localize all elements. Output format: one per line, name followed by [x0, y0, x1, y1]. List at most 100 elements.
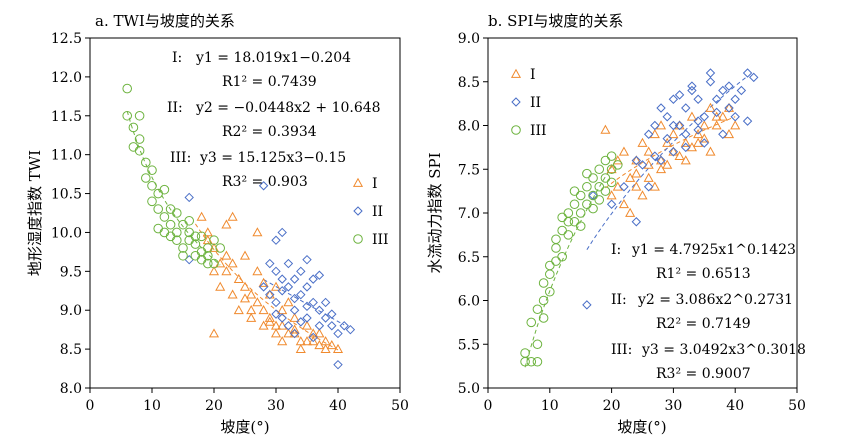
panel-a-eq3-formula: y3 = 15.125x3−0.15 [199, 150, 346, 166]
data-point-series-III [551, 256, 561, 266]
x-tick-label: 40 [726, 398, 744, 414]
data-point-series-II [308, 332, 318, 343]
data-point-series-I [730, 120, 741, 130]
data-point-series-I [202, 227, 213, 237]
data-point-series-I [215, 281, 226, 291]
data-point-series-I [618, 146, 630, 156]
panel-b-eq1-label: I: [611, 242, 621, 258]
data-point-series-II [668, 120, 679, 131]
data-point-series-II [314, 321, 325, 331]
data-point-series-III [594, 181, 605, 192]
y-tick-label: 6.5 [458, 250, 480, 266]
data-point-series-I [221, 219, 232, 229]
data-point-series-II [314, 305, 325, 315]
data-point-series-II [705, 77, 716, 87]
legend-marker-series-II [511, 97, 521, 107]
data-point-series-III [600, 186, 611, 196]
panel-a-eq2-formula: y2 = −0.0448x2 + 10.648 [195, 100, 381, 116]
data-point-series-III [134, 134, 145, 144]
data-point-series-II [693, 116, 703, 126]
y-tick-label: 8.0 [458, 119, 480, 135]
data-point-series-I [308, 328, 319, 338]
data-point-series-I [320, 336, 331, 346]
data-point-series-I [637, 190, 648, 200]
data-point-series-III [575, 190, 586, 201]
data-point-series-III [551, 243, 561, 253]
data-point-series-III [594, 164, 605, 175]
data-point-series-II [271, 309, 281, 319]
legend-label: I [530, 67, 536, 83]
data-point-series-II [606, 199, 617, 209]
data-point-series-II [643, 182, 654, 192]
data-point-series-II [289, 305, 300, 315]
panel-a-title: a. TWI与坡度的关系 [95, 12, 235, 30]
data-point-series-II [271, 266, 281, 277]
data-point-series-I [289, 312, 300, 322]
data-point-series-II [681, 103, 691, 113]
data-point-series-I [643, 172, 654, 182]
legend-marker-series-III [353, 234, 363, 244]
panel-a-x-axis-label: 坡度(°) [220, 418, 269, 436]
data-point-series-I [239, 281, 251, 291]
x-tick-label: 50 [788, 398, 806, 414]
panel-b-x-ticks: 0 10 20 30 40 50 [484, 388, 806, 414]
legend-marker-series-II [353, 206, 363, 216]
panel-b-eq2-r2: R2² = 0.7149 [656, 316, 751, 332]
data-point-series-II [296, 289, 306, 300]
panel-b-eq3-formula: y3 = 3.0492x3^0.3018 [641, 342, 806, 358]
data-point-series-III [172, 208, 182, 218]
data-point-series-III [178, 250, 188, 261]
panel-b-plot-frame [487, 37, 798, 389]
data-point-series-I [252, 297, 263, 307]
data-point-series-II [668, 94, 679, 104]
data-point-series-I [301, 320, 313, 330]
data-point-series-III [141, 173, 151, 183]
data-point-series-II [302, 282, 312, 292]
data-point-series-III [184, 215, 194, 226]
data-point-series-II [693, 125, 703, 135]
panel-b-y-ticks: 5.0 5.5 6.0 6.5 7.0 7.5 8.0 8.5 9.0 [458, 31, 488, 397]
data-point-series-II [289, 274, 300, 284]
data-point-series-II [333, 359, 343, 370]
data-point-series-II [345, 324, 356, 335]
data-point-series-III [178, 243, 188, 253]
data-point-series-III [582, 181, 592, 192]
data-point-series-III [551, 234, 561, 245]
data-point-series-II [302, 301, 312, 312]
data-point-series-II [320, 297, 331, 308]
y-tick-label: 8.5 [60, 342, 82, 358]
data-point-series-II [681, 142, 691, 153]
data-point-series-I [239, 250, 251, 260]
y-tick-label: 12.0 [51, 70, 82, 86]
y-tick-label: 12.5 [51, 31, 82, 47]
data-point-series-II [693, 94, 703, 104]
data-point-series-III [569, 186, 580, 196]
data-point-series-I [308, 336, 319, 346]
data-point-series-III [588, 173, 598, 183]
data-point-series-II [643, 129, 654, 139]
data-point-series-II [730, 94, 740, 104]
data-point-series-III [147, 165, 157, 176]
data-point-series-II [724, 81, 734, 91]
data-point-series-III [569, 216, 580, 227]
data-point-series-II [283, 321, 294, 331]
data-point-series-II [650, 120, 660, 131]
data-point-series-III [159, 184, 170, 195]
data-point-series-II [333, 328, 343, 339]
data-point-series-I [717, 111, 728, 121]
y-tick-label: 10.0 [51, 225, 82, 241]
panel-b-eq1-formula: y1 = 4.7925x1^0.1423 [631, 242, 796, 258]
data-point-series-III [122, 110, 132, 121]
data-point-series-II [308, 297, 318, 308]
data-point-series-II [277, 274, 287, 284]
data-point-series-I [332, 343, 344, 353]
data-point-series-II [314, 270, 325, 280]
panel-b-eq3-label: III: [611, 342, 632, 358]
data-point-series-II [289, 328, 300, 339]
data-point-series-II [265, 258, 275, 269]
data-point-series-II [327, 321, 337, 331]
data-point-series-III [545, 286, 555, 297]
